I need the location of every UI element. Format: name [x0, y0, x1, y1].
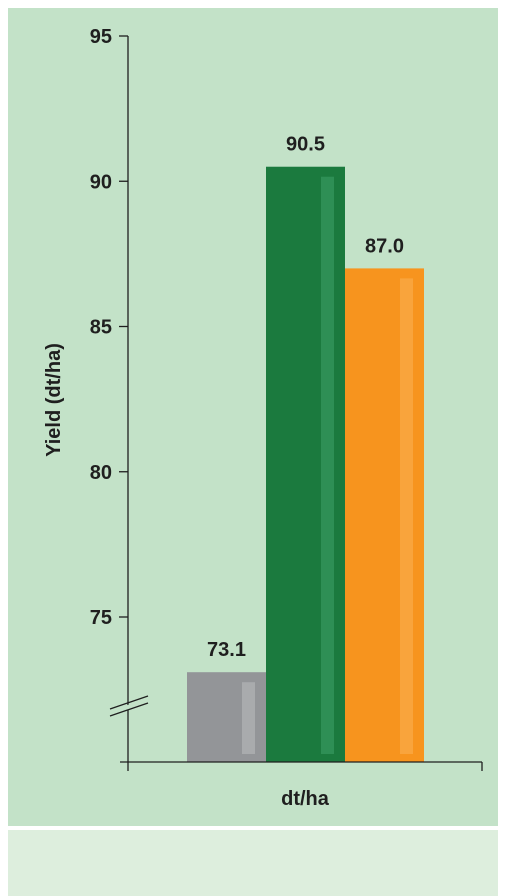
bar-1-value-label: 73.1	[207, 639, 246, 661]
bar-1-highlight	[242, 682, 255, 754]
axis-break-mark-lower	[109, 702, 149, 717]
x-axis-title: dt/ha	[281, 788, 330, 810]
axes-layer: 75 80 85 90 95	[90, 26, 483, 771]
y-tick-label-80: 80	[90, 462, 112, 484]
axis-break-mark-upper	[109, 695, 149, 710]
bar-3-value-label: 87.0	[365, 235, 404, 257]
y-tick-label-90: 90	[90, 171, 112, 193]
axis-break-mask	[111, 699, 145, 716]
y-axis-title: Yield (dt/ha)	[43, 343, 65, 457]
y-tick-label-85: 85	[90, 317, 112, 339]
footer-panel	[8, 830, 498, 896]
bar-3-highlight	[400, 278, 413, 754]
bar-2-value-label: 90.5	[286, 134, 325, 156]
bars-layer: 73.1 90.5 87.0	[187, 134, 424, 763]
bar-2-highlight	[321, 176, 334, 755]
y-tick-label-95: 95	[90, 26, 112, 48]
y-tick-label-75: 75	[90, 607, 112, 629]
